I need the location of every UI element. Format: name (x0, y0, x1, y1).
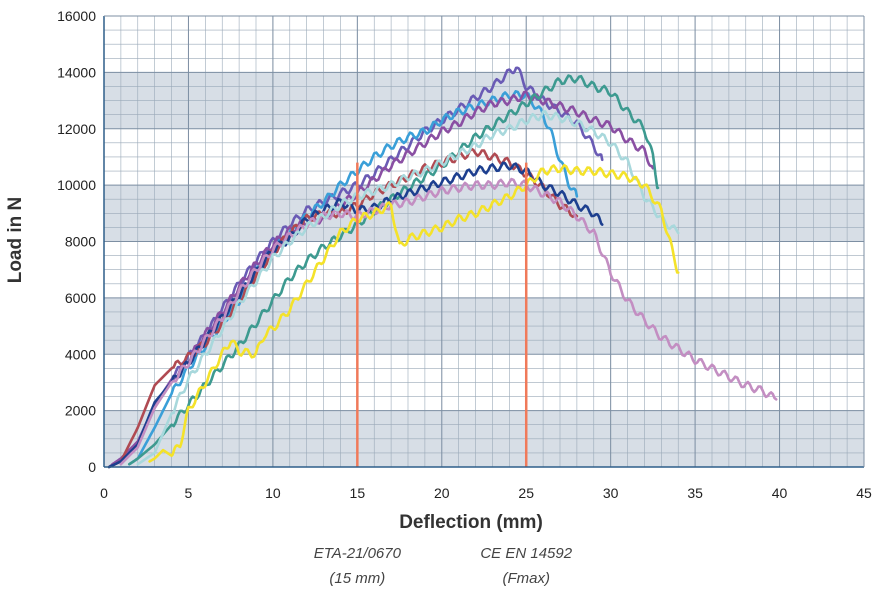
x-axis-title: Deflection (mm) (399, 512, 543, 533)
y-tick-label: 2000 (65, 403, 96, 419)
x-tick-label: 45 (856, 485, 872, 501)
series-line-5 (107, 147, 579, 469)
series-line-8 (136, 110, 680, 466)
series-line-1 (107, 66, 604, 469)
reference-note-1-line1: ETA-21/0670 (314, 545, 402, 562)
tick-labels: 0 5 10 15 20 25 30 35 40 45 0 2000 4000 6000 8000 10000… (57, 8, 872, 501)
x-tick-label: 0 (100, 485, 108, 501)
y-tick-label: 8000 (65, 234, 96, 250)
x-tick-label: 40 (772, 485, 788, 501)
reference-note-1-line2: (15 mm) (329, 570, 385, 587)
y-axis-title: Load in N (5, 197, 26, 284)
series-line-3 (111, 90, 655, 466)
y-tick-label: 16000 (57, 8, 96, 24)
y-tick-label: 0 (88, 459, 96, 475)
reference-note-2-line2: (Fmax) (502, 570, 550, 587)
series-line-7 (119, 177, 778, 466)
x-tick-label: 35 (687, 485, 703, 501)
y-tick-label: 6000 (65, 290, 96, 306)
x-tick-label: 10 (265, 485, 281, 501)
axes (103, 15, 865, 468)
x-tick-label: 25 (518, 485, 534, 501)
x-tick-label: 5 (185, 485, 193, 501)
y-tick-label: 4000 (65, 346, 96, 362)
y-tick-label: 10000 (57, 177, 96, 193)
series-line-9 (148, 163, 680, 463)
x-tick-label: 20 (434, 485, 450, 501)
y-tick-label: 12000 (57, 121, 96, 137)
reference-notes: ETA-21/0670 (15 mm) CE EN 14592 (Fmax) (314, 545, 573, 587)
reference-note-2-line1: CE EN 14592 (480, 545, 572, 562)
x-tick-label: 30 (603, 485, 619, 501)
reference-lines (356, 162, 528, 467)
y-tick-label: 14000 (57, 64, 96, 80)
x-tick-label: 15 (350, 485, 366, 501)
